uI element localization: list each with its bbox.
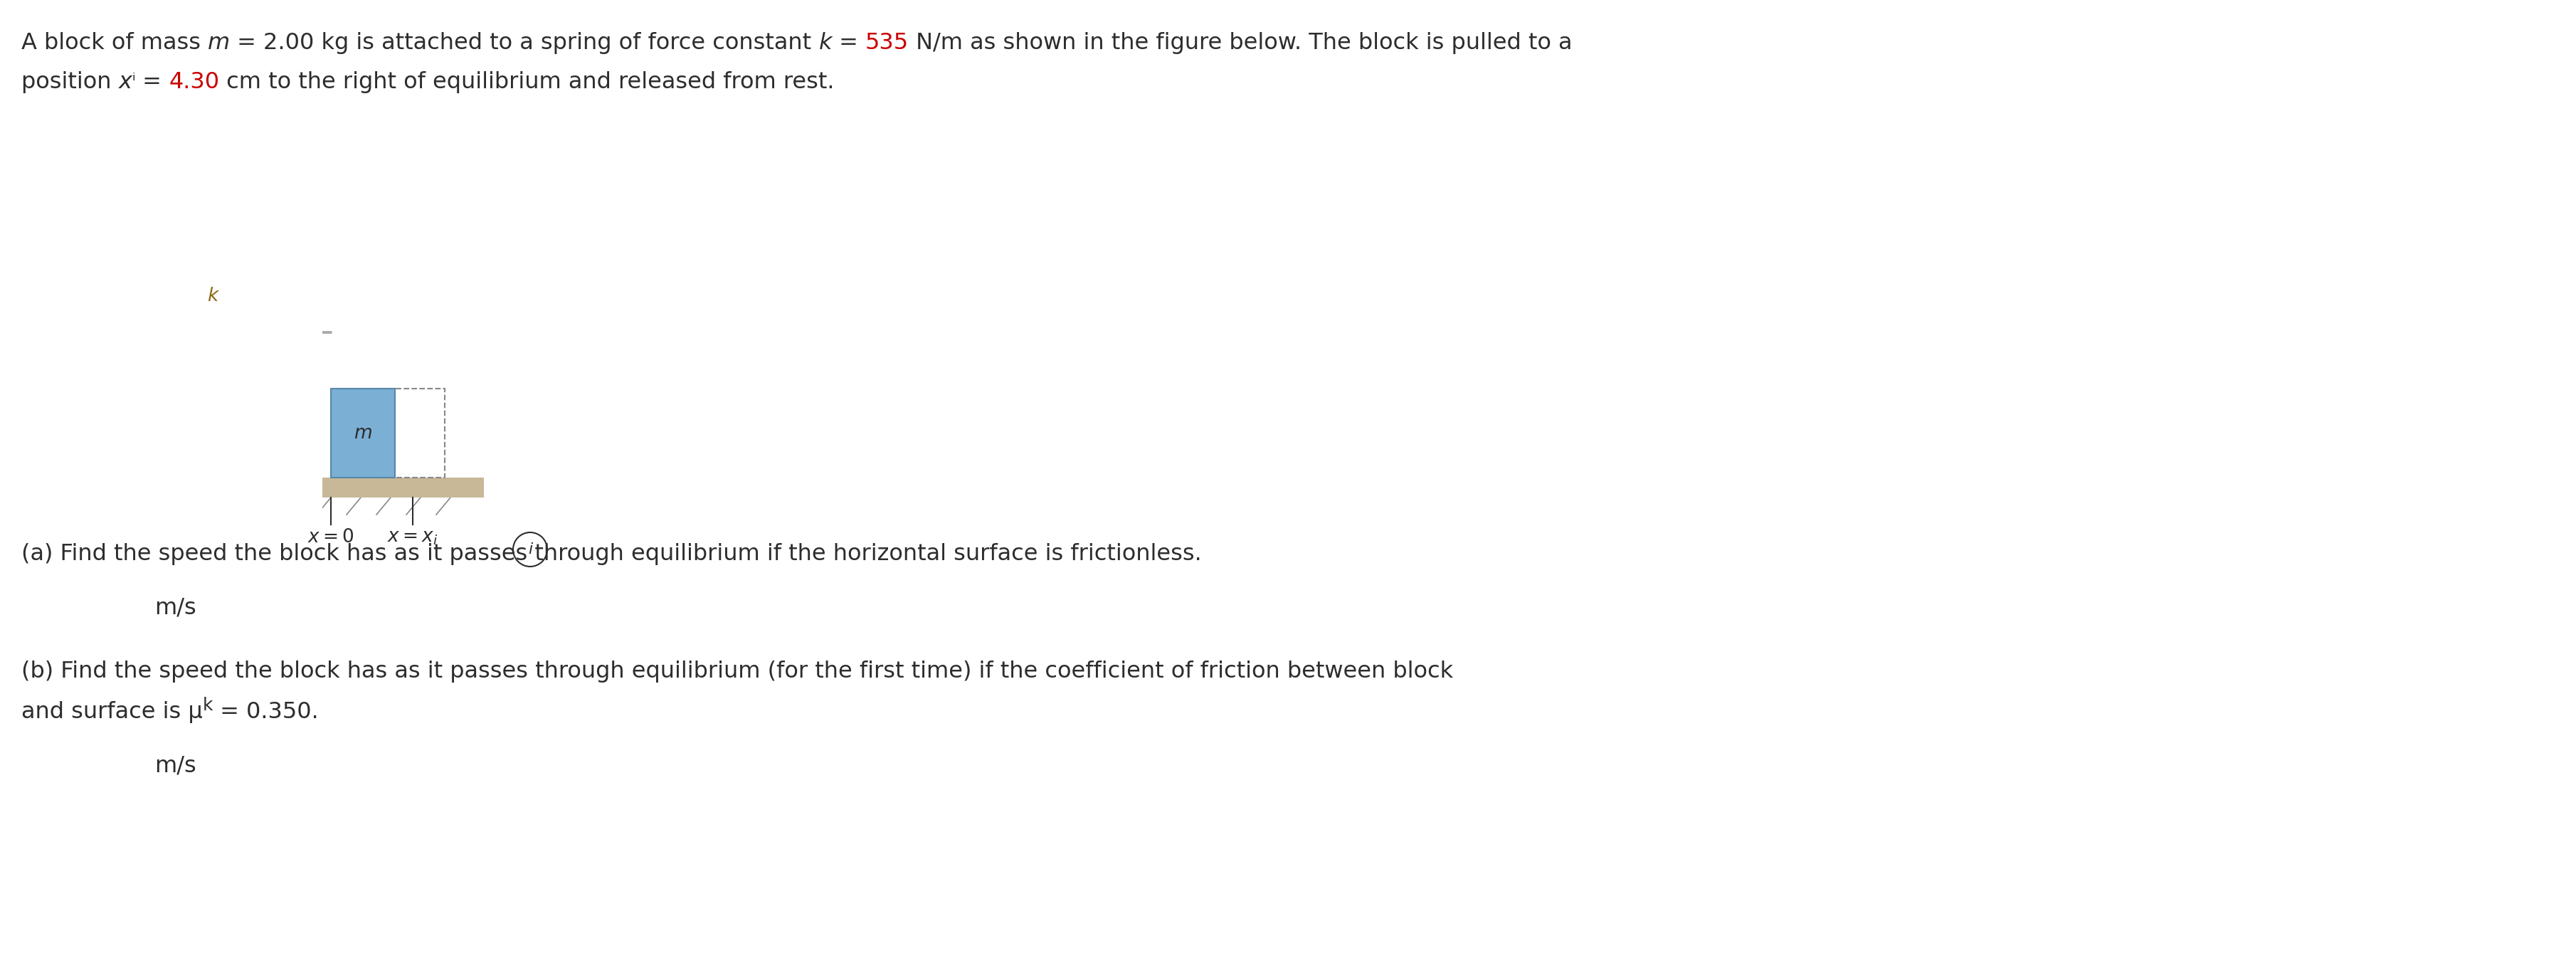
Text: =: = [137,71,170,93]
Text: m: m [209,32,229,54]
Bar [137,478,484,498]
Text: ᵢ: ᵢ [131,66,137,84]
Bar [330,389,394,478]
Text: = 2.00 kg is attached to a spring of force constant: = 2.00 kg is attached to a spring of for… [229,32,819,54]
Text: = 0.350.: = 0.350. [214,701,319,723]
Bar [381,389,446,478]
Text: k: k [204,697,214,714]
Text: k: k [819,32,832,54]
FancyBboxPatch shape [18,744,149,787]
Text: m/s: m/s [155,597,196,619]
Text: position: position [21,71,118,93]
Text: cm to the right of equilibrium and released from rest.: cm to the right of equilibrium and relea… [219,71,835,93]
Text: (a) Find the speed the block has as it passes through equilibrium if the horizon: (a) Find the speed the block has as it p… [21,543,1203,565]
Text: m: m [353,424,371,442]
Text: =: = [832,32,866,54]
Text: $x = 0$: $x = 0$ [307,528,355,547]
Text: x: x [118,71,131,93]
Bar [111,159,137,479]
Text: A block of mass: A block of mass [21,32,209,54]
Text: i: i [528,542,533,557]
Text: m/s: m/s [155,755,196,777]
Text: and surface is μ: and surface is μ [21,701,204,723]
Text: N/m as shown in the figure below. The block is pulled to a: N/m as shown in the figure below. The bl… [909,32,1571,54]
Text: $x = x_i$: $x = x_i$ [386,528,438,547]
Text: k: k [206,287,219,305]
Text: 535: 535 [866,32,909,54]
FancyBboxPatch shape [18,586,149,629]
Text: (b) Find the speed the block has as it passes through equilibrium (for the first: (b) Find the speed the block has as it p… [21,661,1453,683]
Text: 4.30: 4.30 [170,71,219,93]
